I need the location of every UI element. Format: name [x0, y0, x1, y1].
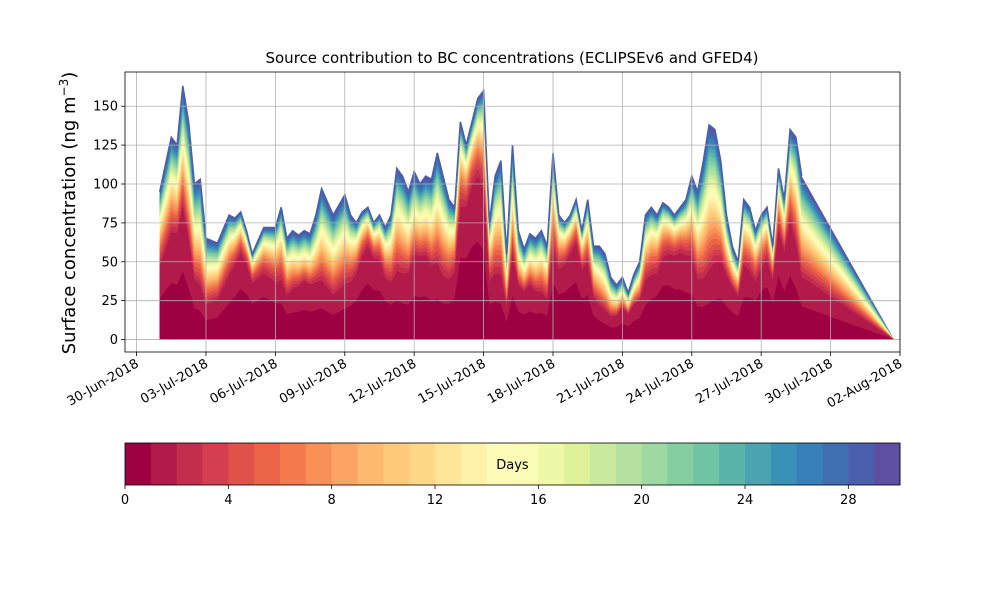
- colorbar-swatch: [486, 443, 513, 485]
- colorbar-tick-label: 16: [530, 493, 547, 508]
- total-line: [158, 85, 803, 296]
- y-axis-label: Surface concentration (ng m−3): [57, 72, 80, 355]
- colorbar-swatch: [693, 443, 720, 485]
- colorbar-swatch: [280, 443, 307, 485]
- colorbar-swatch: [331, 443, 358, 485]
- colorbar-swatch: [150, 443, 178, 485]
- colorbar-swatch: [719, 443, 746, 485]
- colorbar-swatch: [305, 443, 333, 485]
- colorbar-swatch: [254, 443, 281, 485]
- colorbar-swatch: [538, 443, 565, 485]
- colorbar-swatch: [357, 443, 384, 485]
- colorbar-tick-label: 12: [427, 493, 444, 508]
- y-tick-label: 100: [93, 178, 118, 193]
- y-tick-label: 0: [110, 333, 118, 348]
- colorbar-swatch: [667, 443, 694, 485]
- colorbar-tick-label: 28: [840, 493, 857, 508]
- y-axis-label-sup: −3: [57, 79, 71, 97]
- y-axis-label-close: ): [59, 72, 80, 79]
- colorbar-swatch: [228, 443, 255, 485]
- x-tick-label: 09-Jul-2018: [277, 356, 350, 407]
- colorbar-swatch: [383, 443, 410, 485]
- colorbar-swatch: [460, 443, 488, 485]
- colorbar-swatch: [874, 443, 901, 485]
- colorbar-swatch: [435, 443, 462, 485]
- y-tick-label: 125: [93, 139, 118, 154]
- x-tick-label: 12-Jul-2018: [346, 356, 419, 407]
- x-tick-label: 06-Jul-2018: [208, 356, 281, 407]
- colorbar-swatch: [564, 443, 591, 485]
- colorbar-tick-label: 8: [328, 493, 336, 508]
- x-tick-label: 24-Jul-2018: [624, 356, 697, 407]
- area-layers: [159, 86, 895, 340]
- colorbar-tick-label: 24: [737, 493, 754, 508]
- y-tick-label: 25: [101, 294, 118, 309]
- y-tick-label: 150: [93, 100, 118, 115]
- colorbar-swatch: [745, 443, 772, 485]
- y-tick-label: 75: [101, 216, 118, 231]
- colorbar-tick-label: 4: [224, 493, 232, 508]
- x-tick-label: 02-Aug-2018: [825, 356, 905, 411]
- x-tick-label: 27-Jul-2018: [693, 356, 766, 407]
- x-tick-label: 03-Jul-2018: [138, 356, 211, 407]
- colorbar-swatch: [822, 443, 849, 485]
- colorbar: Days 0 4 8 12 16 20 24 28: [121, 442, 901, 508]
- area-layer-day-0: [159, 241, 895, 340]
- x-tick-label: 15-Jul-2018: [416, 356, 489, 407]
- colorbar-swatch: [590, 443, 617, 485]
- x-tick-label: 21-Jul-2018: [555, 356, 628, 407]
- colorbar-tick-label: 0: [121, 493, 129, 508]
- colorbar-swatch: [615, 443, 643, 485]
- area-layer-day-1: [159, 176, 895, 340]
- plot-area: 0 25 50 75 100 125 150 30-Jun-201803-Jul-201806…: [65, 71, 905, 412]
- x-tick-label: 18-Jul-2018: [485, 356, 558, 407]
- colorbar-swatch: [409, 443, 436, 485]
- colorbar-swatch: [125, 443, 152, 485]
- plot-frame: [124, 71, 901, 353]
- colorbar-frame: [124, 442, 901, 486]
- x-tick-label: 30-Jun-2018: [65, 356, 142, 409]
- colorbar-swatch: [641, 443, 668, 485]
- chart-title: Source contribution to BC concentrations…: [265, 49, 758, 67]
- y-axis-label-main: Surface concentration (ng m: [59, 96, 80, 354]
- colorbar-swatch: [512, 443, 539, 485]
- colorbar-swatch: [202, 443, 229, 485]
- y-tick-label: 50: [101, 255, 118, 270]
- colorbar-swatch: [848, 443, 875, 485]
- colorbar-swatch: [770, 443, 798, 485]
- colorbar-label: Days: [496, 458, 529, 473]
- colorbar-swatch: [176, 443, 203, 485]
- colorbar-tick-label: 20: [633, 493, 650, 508]
- colorbar-swatch: [796, 443, 823, 485]
